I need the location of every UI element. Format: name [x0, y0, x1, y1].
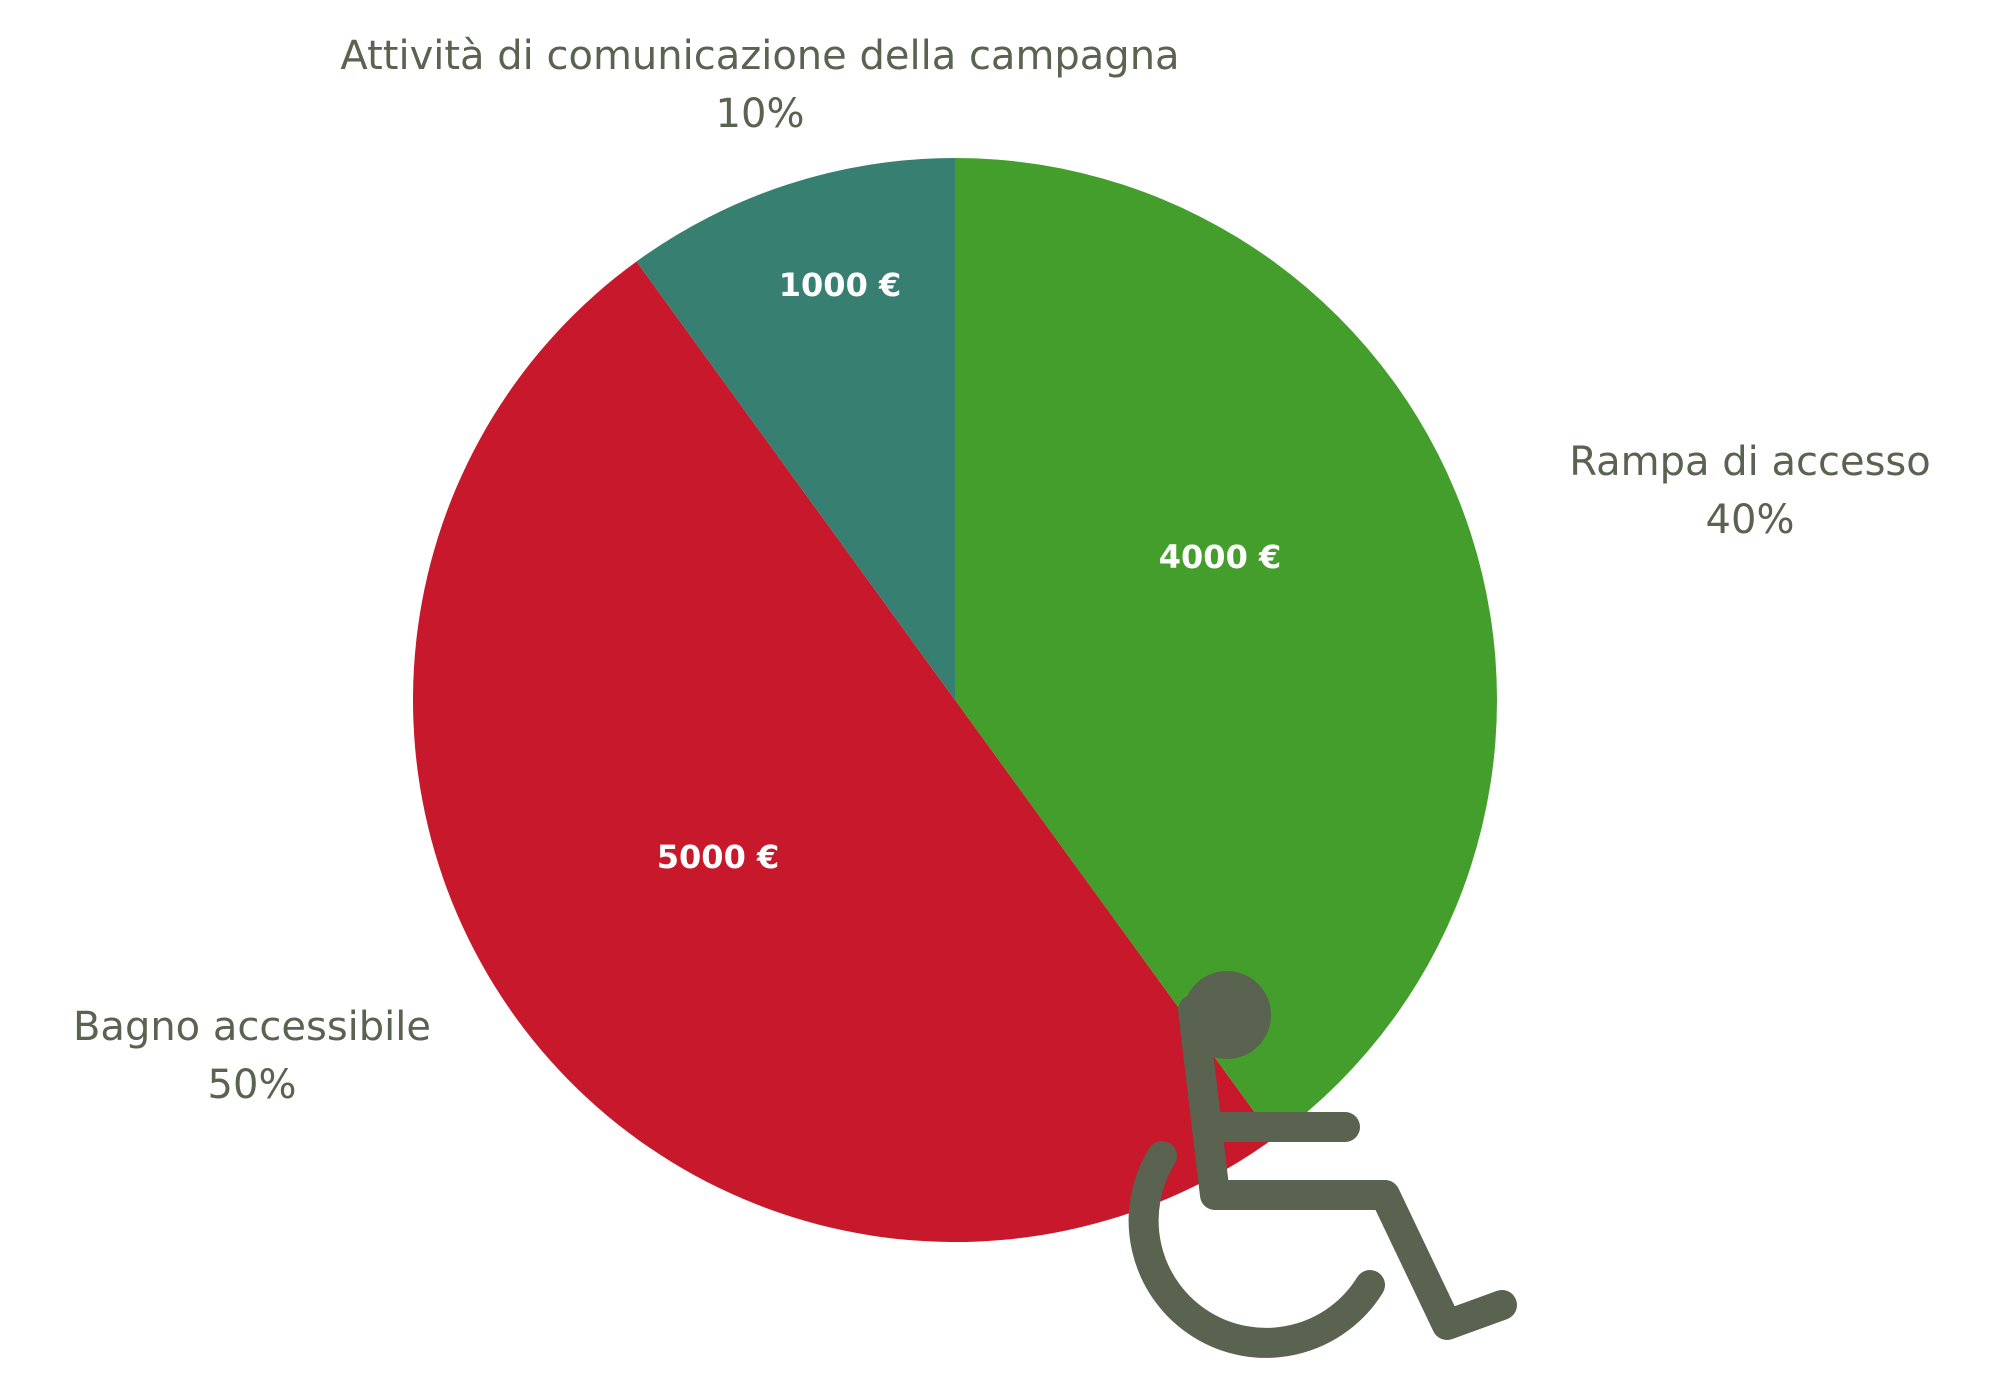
percent-label-bagno: 50% [208, 1062, 297, 1108]
pie-slice-comunicazione [636, 158, 955, 700]
percent-label-rampa: 40% [1706, 497, 1795, 543]
wheelchair-icon [1128, 971, 1517, 1358]
value-labels: 4000 € 5000 € 1000 € [657, 266, 1281, 876]
value-label-comunicazione: 1000 € [779, 266, 901, 304]
pie-slice-bagno [413, 261, 1274, 1242]
pie-slices [413, 158, 1497, 1242]
value-label-rampa: 4000 € [1159, 538, 1281, 576]
pie-slice-rampa [955, 158, 1497, 1139]
category-label-comunicazione: Attività di comunicazione della campagna [340, 33, 1179, 79]
percent-label-comunicazione: 10% [716, 91, 805, 137]
value-label-bagno: 5000 € [657, 838, 779, 876]
category-label-rampa: Rampa di accesso [1569, 439, 1930, 485]
category-label-bagno: Bagno accessibile [73, 1004, 431, 1050]
category-labels: Rampa di accesso 40% Bagno accessibile 5… [73, 33, 1931, 1108]
